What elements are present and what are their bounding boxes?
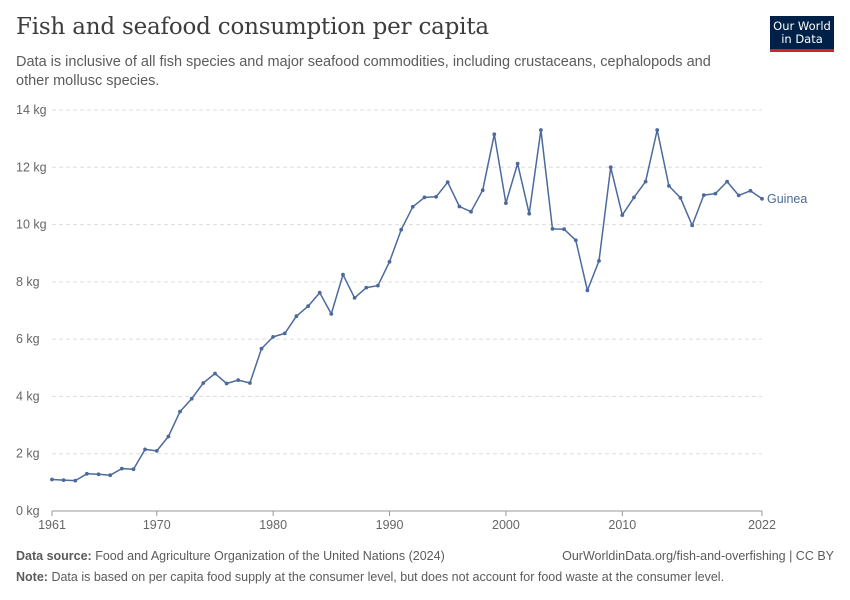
data-point bbox=[504, 201, 508, 206]
data-point bbox=[143, 447, 148, 452]
data-point bbox=[50, 477, 54, 482]
source-url[interactable]: OurWorldinData.org/fish-and-overfishing … bbox=[562, 549, 834, 563]
data-point bbox=[667, 184, 671, 188]
series-label-guinea: Guinea bbox=[767, 192, 807, 206]
source-label: Data source: bbox=[16, 549, 92, 563]
data-point bbox=[608, 165, 613, 170]
data-point bbox=[294, 314, 299, 319]
grid-lines bbox=[52, 109, 762, 455]
logo-line-2: in Data bbox=[781, 32, 823, 46]
data-point bbox=[492, 132, 497, 137]
data-point bbox=[73, 478, 78, 483]
y-tick-label: 4 kg bbox=[16, 389, 40, 403]
data-point bbox=[85, 471, 89, 476]
data-point bbox=[376, 283, 380, 288]
x-tick-label: 1980 bbox=[259, 518, 287, 532]
data-point bbox=[713, 191, 718, 196]
data-point bbox=[457, 204, 462, 209]
data-point bbox=[189, 396, 194, 401]
data-point bbox=[725, 179, 729, 184]
data-point bbox=[154, 449, 159, 453]
source-text[interactable]: Food and Agriculture Organization of the… bbox=[95, 549, 445, 563]
data-point bbox=[236, 378, 241, 382]
data-point bbox=[364, 285, 369, 290]
data-point bbox=[562, 227, 566, 232]
logo-line-1: Our World bbox=[773, 19, 831, 33]
data-point bbox=[108, 473, 113, 478]
y-tick-label: 0 kg bbox=[16, 504, 40, 518]
data-point bbox=[282, 331, 287, 336]
data-point bbox=[248, 381, 252, 385]
x-tick-label: 2022 bbox=[748, 518, 776, 532]
data-point bbox=[573, 238, 578, 243]
data-point bbox=[329, 312, 334, 316]
data-point bbox=[760, 196, 764, 201]
data-point bbox=[352, 296, 357, 300]
data-point bbox=[527, 211, 532, 216]
data-point bbox=[678, 196, 683, 200]
data-point bbox=[690, 223, 695, 228]
data-point bbox=[748, 188, 753, 193]
y-tick-label: 8 kg bbox=[16, 275, 40, 289]
data-point bbox=[166, 434, 171, 439]
data-point bbox=[259, 346, 264, 351]
data-point bbox=[515, 161, 520, 166]
data-point bbox=[445, 180, 450, 185]
y-axis-ticks: 0 kg 2 kg 4 kg 6 kg 8 kg 10 kg 12 kg 14 kg bbox=[16, 103, 47, 518]
y-tick-label: 2 kg bbox=[16, 447, 40, 461]
data-point bbox=[341, 272, 345, 277]
data-point bbox=[469, 209, 473, 214]
data-point bbox=[61, 478, 66, 482]
chart-note: Note: Data is based on per capita food s… bbox=[16, 570, 724, 584]
data-point bbox=[201, 381, 206, 385]
x-tick-label: 1970 bbox=[143, 518, 171, 532]
x-tick-label: 2000 bbox=[492, 518, 520, 532]
data-point bbox=[736, 193, 741, 198]
data-point bbox=[213, 371, 217, 376]
x-tick-label: 1990 bbox=[376, 518, 404, 532]
data-point bbox=[643, 179, 648, 184]
data-point bbox=[224, 381, 229, 386]
data-point bbox=[480, 188, 485, 193]
data-point bbox=[620, 213, 625, 218]
data-point bbox=[597, 259, 601, 263]
data-point bbox=[422, 195, 427, 200]
data-point bbox=[317, 290, 322, 295]
data-point bbox=[399, 227, 404, 232]
x-tick-label: 1961 bbox=[38, 518, 66, 532]
y-tick-label: 14 kg bbox=[16, 103, 47, 117]
data-point bbox=[119, 466, 124, 471]
data-point bbox=[306, 304, 310, 309]
data-point bbox=[539, 128, 543, 132]
y-tick-label: 10 kg bbox=[16, 218, 47, 232]
owid-logo[interactable]: Our World in Data bbox=[770, 16, 834, 52]
data-point bbox=[96, 472, 101, 477]
chart-title: Fish and seafood consumption per capita bbox=[16, 14, 489, 40]
data-point bbox=[410, 204, 415, 209]
note-label: Note: bbox=[16, 570, 48, 584]
data-point bbox=[585, 288, 590, 293]
data-point bbox=[632, 195, 636, 200]
data-point bbox=[434, 194, 438, 199]
x-axis: 1961 1970 1980 1990 2000 2010 2022 bbox=[38, 510, 776, 532]
series-line-guinea bbox=[51, 129, 763, 482]
data-point bbox=[701, 193, 706, 198]
note-text: Data is based on per capita food supply … bbox=[51, 570, 725, 584]
y-tick-label: 6 kg bbox=[16, 332, 40, 346]
chart-subtitle: Data is inclusive of all fish species an… bbox=[16, 54, 711, 89]
data-point bbox=[178, 409, 182, 414]
y-tick-label: 12 kg bbox=[16, 160, 47, 174]
data-point bbox=[655, 128, 660, 132]
data-point bbox=[387, 259, 392, 264]
data-source: Data source: Food and Agriculture Organi… bbox=[16, 549, 445, 563]
x-tick-label: 2010 bbox=[608, 518, 636, 532]
data-point bbox=[271, 335, 275, 339]
series-layer: Guinea bbox=[50, 128, 807, 483]
data-point bbox=[550, 227, 555, 231]
data-point bbox=[131, 467, 136, 472]
